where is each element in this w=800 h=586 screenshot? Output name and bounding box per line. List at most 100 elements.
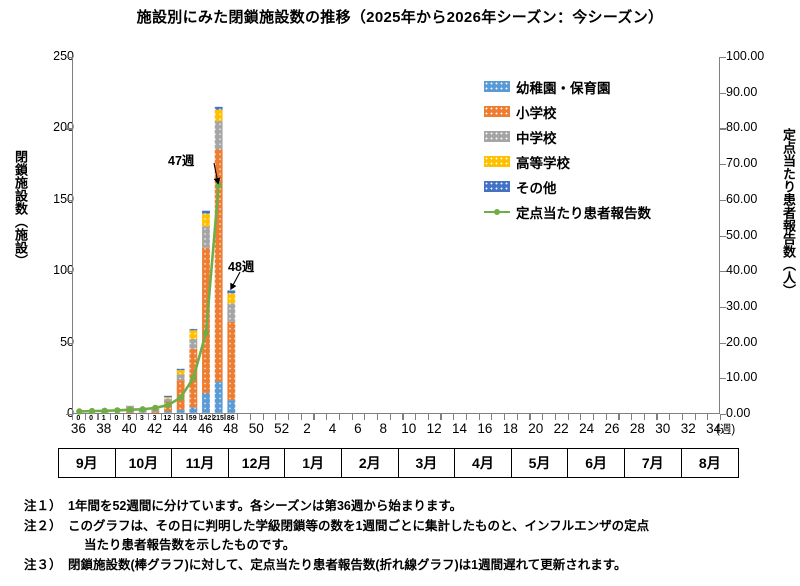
- chart-plot-area: [72, 57, 720, 415]
- y-axis-right-tick-label: 30.00: [726, 298, 758, 313]
- page-title: 施設別にみた閉鎖施設数の推移（2025年から2026年シーズン：今シーズン）: [136, 9, 664, 26]
- legend-color-swatch: [484, 106, 510, 117]
- y-axis-right-tick: [720, 306, 726, 309]
- line-series-marker: [88, 407, 96, 415]
- legend-item[interactable]: 幼稚園・保育園: [484, 74, 651, 99]
- bar-total-label: 1: [101, 415, 106, 422]
- legend-item[interactable]: 小学校: [484, 99, 651, 124]
- x-axis-tick-label: 36: [70, 421, 86, 436]
- month-axis-table: 9月 10月 11月 12月 1月 2月 3月 4月 5月 6月 7月 8月: [58, 448, 740, 478]
- y-axis-left-tick: [66, 128, 72, 130]
- x-axis-tick: [224, 414, 226, 420]
- bar-segment: [164, 397, 172, 399]
- x-axis-tick: [631, 414, 633, 420]
- month-cell: 7月: [625, 449, 682, 477]
- month-cell: 9月: [59, 449, 116, 477]
- x-axis-tick: [249, 414, 252, 420]
- x-axis-tick: [211, 414, 213, 420]
- line-series-path: [79, 185, 220, 413]
- line-series-marker: [202, 329, 210, 337]
- x-axis-tick: [148, 414, 150, 420]
- x-axis-tick: [122, 414, 124, 420]
- bar-segment: [164, 398, 172, 402]
- y-axis-right-tick-label: 70.00: [726, 156, 758, 171]
- bar-segment: [202, 213, 210, 227]
- x-axis-tick: [427, 414, 429, 420]
- x-axis-tick: [618, 414, 620, 420]
- y-axis-right-tick: [720, 164, 726, 166]
- x-axis-tick: [567, 414, 569, 420]
- bar-segment: [176, 374, 185, 381]
- legend-color-swatch: [484, 131, 510, 142]
- y-axis-right-tick: [720, 414, 726, 416]
- legend-item[interactable]: 高等学校: [484, 149, 651, 174]
- x-axis-tick: [389, 414, 391, 420]
- x-axis-tick: [554, 414, 556, 420]
- legend-item-label: 定点当たり患者報告数: [516, 205, 651, 221]
- footnote-text: 1年間を52週間に分けています。各シーズンは第36週から始まります。: [68, 497, 794, 516]
- x-axis-tick: [135, 414, 137, 420]
- x-axis-tick: [199, 414, 201, 420]
- x-axis-tick-label: 30: [655, 421, 671, 436]
- x-axis-tick-label: 44: [172, 421, 188, 436]
- x-axis-tick: [376, 414, 379, 420]
- x-axis-tick-label: 50: [248, 421, 264, 436]
- x-axis-tick: [542, 414, 544, 420]
- y-axis-right-tick: [720, 57, 726, 59]
- legend-item[interactable]: その他: [484, 174, 651, 199]
- bar-segment: [214, 106, 223, 110]
- y-axis-left-tick-label: 150: [53, 191, 74, 206]
- y-axis-right-tick-label: 40.00: [726, 263, 758, 278]
- x-axis-tick-label: 2: [303, 421, 311, 436]
- x-axis-tick-label: 8: [379, 421, 388, 436]
- y-axis-right-tick: [720, 92, 726, 94]
- x-axis-tick: [440, 414, 442, 420]
- legend-color-swatch: [484, 81, 510, 92]
- month-cell: 11月: [172, 449, 229, 477]
- legend-item[interactable]: 中学校: [484, 124, 651, 149]
- x-axis-tick: [186, 414, 188, 420]
- x-axis-tick: [592, 414, 595, 420]
- y-axis-right-tick-label: 50.00: [726, 227, 758, 242]
- month-cell: 8月: [698, 455, 721, 471]
- bar-segment: [227, 293, 236, 304]
- chart-legend: 幼稚園・保育園 小学校中学校高等学校 その他定点当たり患者報告数: [484, 74, 651, 224]
- month-cell: 12月: [229, 449, 286, 477]
- footnote-line: 1年間を52週間に分けています。各シーズンは第36週から始まります。: [68, 499, 463, 513]
- x-axis-tick-label: 42: [147, 421, 163, 436]
- x-axis-tick-label: 6: [354, 421, 362, 436]
- x-axis-tick: [313, 414, 315, 420]
- y-axis-right-tick-label: 10.00: [726, 370, 758, 385]
- bar-segment: [227, 303, 236, 322]
- y-axis-right-tick: [720, 128, 726, 130]
- x-axis-tick: [402, 414, 404, 420]
- x-axis-tick: [491, 414, 493, 420]
- y-axis-left-tick: [66, 271, 72, 273]
- y-axis-left-tick: [66, 342, 72, 344]
- bar-segment: [189, 338, 198, 349]
- bar-total-label: 0: [114, 415, 119, 422]
- x-axis-tick-label: 12: [426, 421, 442, 436]
- legend-item-label: 中学校: [516, 130, 557, 146]
- y-axis-left-tick-label: 100: [53, 263, 74, 278]
- y-axis-right-title: 定点当たり患者報告数（人）: [781, 128, 796, 297]
- month-cell: 3月: [399, 449, 456, 477]
- y-axis-right-tick-label: 80.00: [726, 120, 758, 135]
- x-axis-tick-label: 38: [96, 421, 112, 436]
- x-axis-tick: [262, 414, 264, 420]
- x-axis-tick: [707, 414, 709, 420]
- y-axis-right-tick: [720, 378, 726, 380]
- x-axis-tick-label: 46: [197, 421, 213, 436]
- x-axis-tick: [72, 414, 74, 420]
- bar-total-label: 0: [89, 415, 93, 422]
- x-axis-tick: [478, 414, 480, 420]
- bar-segment: [202, 226, 210, 248]
- x-axis-tick: [453, 414, 455, 420]
- y-axis-left-tick: [66, 57, 72, 59]
- legend-item[interactable]: 定点当たり患者報告数: [484, 199, 651, 224]
- x-axis-tick: [694, 414, 696, 420]
- bar-total-label: 12: [163, 415, 172, 422]
- y-axis-right-tick: [720, 271, 726, 273]
- footnote: 注１） 1年間を52週間に分けています。各シーズンは第36週から始まります。: [24, 497, 794, 516]
- y-axis-right-tick: [720, 199, 726, 201]
